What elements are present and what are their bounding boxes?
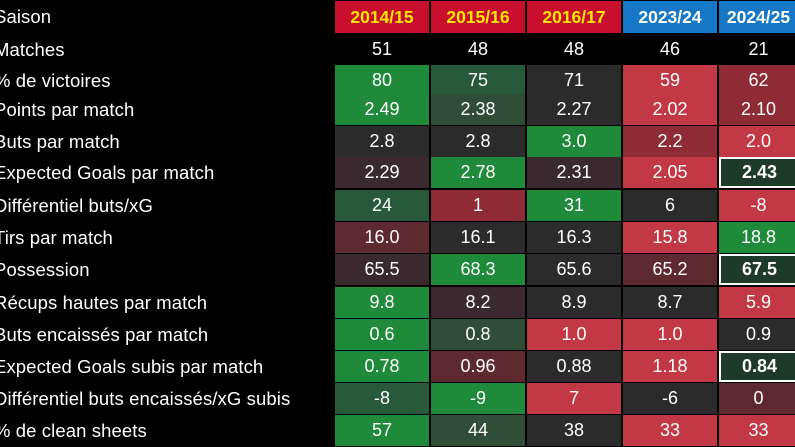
table-cell: 2.38 [431, 94, 527, 125]
table-cell: 2.78 [431, 157, 527, 188]
table-cell: 8.2 [431, 287, 527, 318]
table-cell: 16.0 [335, 222, 431, 253]
row-label: Tirs par match [0, 226, 113, 248]
table-cell: 0 [719, 383, 795, 414]
table-cell: 16.1 [431, 222, 527, 253]
column-header-2016-17: 2016/17 [527, 1, 623, 33]
table-cell: 33 [623, 415, 719, 446]
table-cell: 2.8 [335, 126, 431, 157]
table-cell: 0.88 [527, 351, 623, 382]
row-label: Buts encaissés par match [0, 323, 209, 345]
table-cell: 2.2 [623, 126, 719, 157]
row-label: Différentiel buts encaissés/xG subis [0, 387, 291, 409]
row-label: Expected Goals par match [0, 161, 215, 183]
row-label: % de victoires [0, 69, 111, 91]
table-cell: 2.0 [719, 126, 795, 157]
table-row: Possession 65.5 68.3 65.6 65.2 67.5 [0, 254, 795, 285]
table-cell: 0.6 [335, 319, 431, 350]
table-cell: -8 [719, 190, 795, 221]
table-row: % de victoires 80 75 71 59 62 [0, 65, 795, 96]
table-cell: 48 [431, 34, 527, 65]
table-cell: 3.0 [527, 126, 623, 157]
table-cell: 65.6 [527, 254, 623, 285]
table-cell: 44 [431, 415, 527, 446]
row-label: % de clean sheets [0, 419, 147, 441]
row-label: Matches [0, 38, 65, 60]
table-cell: 2.05 [623, 157, 719, 188]
table-cell: 33 [719, 415, 795, 446]
column-header-2015-16: 2015/16 [431, 1, 527, 33]
table-row: Points par match 2.49 2.38 2.27 2.02 2.10 [0, 94, 795, 125]
table-cell: 75 [431, 65, 527, 96]
table-cell: 2.8 [431, 126, 527, 157]
table-cell: 0.78 [335, 351, 431, 382]
table-cell: 68.3 [431, 254, 527, 285]
table-cell: 57 [335, 415, 431, 446]
table-cell: 18.8 [719, 222, 795, 253]
table-row: Matches 51 48 48 46 21 [0, 34, 795, 65]
table-row: Différentiel buts encaissés/xG subis -8 -9… [0, 383, 795, 414]
table-cell: 46 [623, 34, 719, 65]
table-cell: 16.3 [527, 222, 623, 253]
table-cell: 38 [527, 415, 623, 446]
table-cell: 0.8 [431, 319, 527, 350]
header-row: Saison 2014/15 2015/16 2016/17 2023/24 2024/2… [0, 1, 795, 33]
corner-label: Saison [0, 6, 52, 27]
table-row: Expected Goals par match 2.29 2.78 2.31 2.05… [0, 157, 795, 188]
table-cell: -9 [431, 383, 527, 414]
row-label: Possession [0, 258, 90, 280]
column-header-2023-24: 2023/24 [623, 1, 719, 33]
table-cell: 2.27 [527, 94, 623, 125]
table-cell: 48 [527, 34, 623, 65]
table-cell: 8.7 [623, 287, 719, 318]
table-cell: 80 [335, 65, 431, 96]
table-cell: 65.5 [335, 254, 431, 285]
table-cell: 0.84 [719, 351, 795, 382]
table-row: Récups hautes par match 9.8 8.2 8.9 8.7 5.9 [0, 287, 795, 318]
table-cell: 2.02 [623, 94, 719, 125]
table-cell: 59 [623, 65, 719, 96]
table-cell: 51 [335, 34, 431, 65]
table-cell: 31 [527, 190, 623, 221]
row-label: Différentiel buts/xG [0, 194, 153, 216]
table-cell: 5.9 [719, 287, 795, 318]
table-cell: 67.5 [719, 254, 795, 285]
row-label: Récups hautes par match [0, 291, 208, 313]
table-cell: 0.96 [431, 351, 527, 382]
table-cell: 0.9 [719, 319, 795, 350]
table-row: Différentiel buts/xG 24 1 31 6 -8 [0, 190, 795, 221]
table-row: Tirs par match 16.0 16.1 16.3 15.8 18.8 [0, 222, 795, 253]
table-row: Buts par match 2.8 2.8 3.0 2.2 2.0 [0, 126, 795, 157]
row-label: Points par match [0, 98, 135, 120]
column-header-2014-15: 2014/15 [335, 1, 431, 33]
table-cell: 1.18 [623, 351, 719, 382]
table-cell: 6 [623, 190, 719, 221]
table-cell: -8 [335, 383, 431, 414]
row-label: Buts par match [0, 130, 120, 152]
table-cell: 24 [335, 190, 431, 221]
table-row: Buts encaissés par match 0.6 0.8 1.0 1.0 0.9 [0, 319, 795, 350]
table-row: Expected Goals subis par match 0.78 0.96 0.… [0, 351, 795, 382]
table-cell: 2.49 [335, 94, 431, 125]
table-cell: 1 [431, 190, 527, 221]
table-cell: 21 [719, 34, 795, 65]
table-cell: 62 [719, 65, 795, 96]
table-cell: 7 [527, 383, 623, 414]
table-cell: 8.9 [527, 287, 623, 318]
table-cell: 2.43 [719, 157, 795, 188]
table-cell: 9.8 [335, 287, 431, 318]
table-cell: 2.10 [719, 94, 795, 125]
column-header-2024-25: 2024/25 [719, 1, 795, 33]
table-cell: 2.29 [335, 157, 431, 188]
table-cell: 15.8 [623, 222, 719, 253]
table-cell: -6 [623, 383, 719, 414]
table-cell: 65.2 [623, 254, 719, 285]
table-cell: 71 [527, 65, 623, 96]
table-row: % de clean sheets 57 44 38 33 33 [0, 415, 795, 446]
table-cell: 2.31 [527, 157, 623, 188]
row-label: Expected Goals subis par match [0, 355, 264, 377]
table-cell: 1.0 [623, 319, 719, 350]
table-cell: 1.0 [527, 319, 623, 350]
